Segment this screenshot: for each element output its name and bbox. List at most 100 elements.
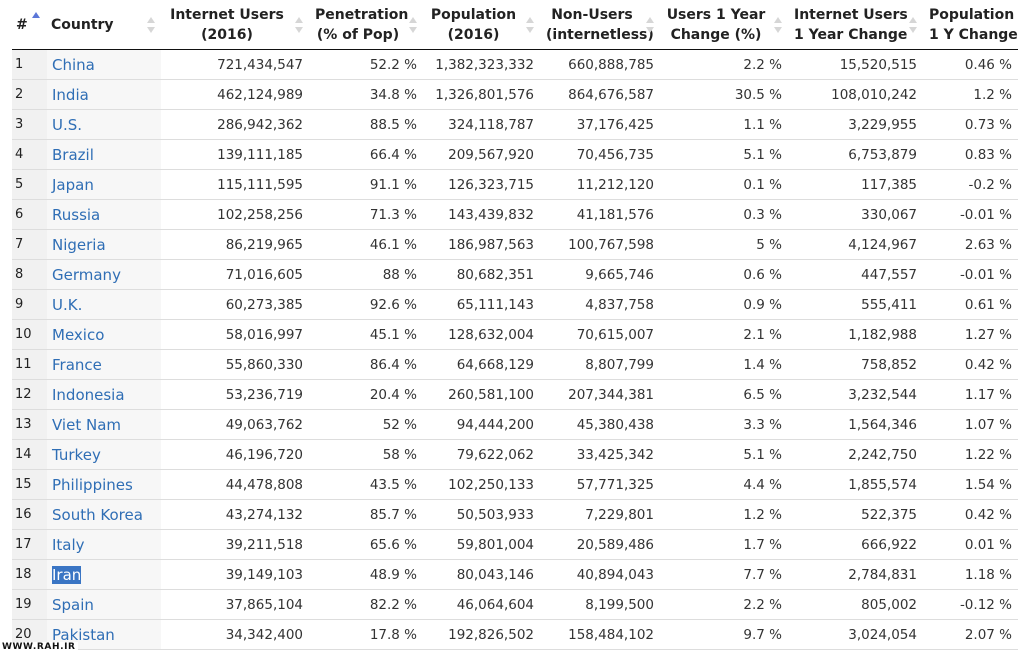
cell-pop-change: -0.2 %	[923, 169, 1018, 200]
table-row: 17 Italy 39,211,518 65.6 % 59,801,004 20,589,…	[12, 529, 1018, 560]
header-population[interactable]: Population (2016)	[423, 0, 540, 50]
header-country[interactable]: Country	[47, 0, 161, 50]
cell-users-change: 2.2 %	[660, 49, 788, 80]
cell-users-change: 1.7 %	[660, 529, 788, 560]
country-link[interactable]: U.S.	[52, 115, 83, 134]
cell-population: 126,323,715	[423, 169, 540, 200]
header-line-1: Population	[929, 6, 1015, 23]
header-line-1: Internet Users	[170, 6, 284, 23]
cell-population: 143,439,832	[423, 199, 540, 230]
header-non-users[interactable]: Non-Users (internetless)	[540, 0, 660, 50]
country-link[interactable]: Indonesia	[52, 385, 125, 404]
country-link[interactable]: India	[52, 85, 89, 104]
country-link[interactable]: Germany	[52, 265, 121, 284]
cell-penetration: 82.2 %	[309, 589, 423, 620]
cell-population: 192,826,502	[423, 619, 540, 650]
cell-penetration: 65.6 %	[309, 529, 423, 560]
cell-country: Indonesia	[47, 379, 161, 410]
country-link[interactable]: Brazil	[52, 145, 94, 164]
country-link[interactable]: South Korea	[52, 505, 143, 524]
cell-pop-change: 1.07 %	[923, 409, 1018, 440]
country-link[interactable]: Viet Nam	[52, 415, 122, 434]
country-link[interactable]: Iran	[52, 565, 82, 584]
header-line-2: Change (%)	[670, 26, 762, 43]
cell-pop-change: 2.63 %	[923, 229, 1018, 260]
country-link[interactable]: Japan	[52, 175, 94, 194]
cell-non-users: 100,767,598	[540, 229, 660, 260]
country-link[interactable]: Philippines	[52, 475, 133, 494]
cell-pop-change: 0.83 %	[923, 139, 1018, 170]
table-row: 10 Mexico 58,016,997 45.1 % 128,632,004 70,61…	[12, 319, 1018, 350]
cell-users-change-abs: 330,067	[788, 199, 923, 230]
country-link[interactable]: Pakistan	[52, 625, 115, 644]
cell-pop-change: 1.27 %	[923, 319, 1018, 350]
cell-pop-change: 0.61 %	[923, 289, 1018, 320]
cell-internet-users: 39,211,518	[161, 529, 309, 560]
cell-internet-users: 39,149,103	[161, 559, 309, 590]
cell-population: 324,118,787	[423, 109, 540, 140]
cell-users-change: 7.7 %	[660, 559, 788, 590]
cell-users-change-abs: 1,564,346	[788, 409, 923, 440]
cell-pop-change: 1.2 %	[923, 79, 1018, 110]
cell-internet-users: 71,016,605	[161, 259, 309, 290]
cell-non-users: 660,888,785	[540, 49, 660, 80]
table-row: 7 Nigeria 86,219,965 46.1 % 186,987,563 100,7…	[12, 229, 1018, 260]
cell-non-users: 864,676,587	[540, 79, 660, 110]
country-link[interactable]: U.K.	[52, 295, 83, 314]
cell-country: France	[47, 349, 161, 380]
cell-population: 80,682,351	[423, 259, 540, 290]
table-row: 11 France 55,860,330 86.4 % 64,668,129 8,807,…	[12, 349, 1018, 380]
cell-users-change-abs: 3,229,955	[788, 109, 923, 140]
cell-country: Philippines	[47, 469, 161, 500]
cell-num: 11	[12, 349, 47, 380]
cell-penetration: 48.9 %	[309, 559, 423, 590]
cell-users-change: 4.4 %	[660, 469, 788, 500]
country-link[interactable]: Nigeria	[52, 235, 106, 254]
header-internet-users[interactable]: Internet Users (2016)	[161, 0, 309, 50]
cell-non-users: 20,589,486	[540, 529, 660, 560]
country-link[interactable]: China	[52, 55, 95, 74]
country-link[interactable]: France	[52, 355, 102, 374]
header-users-change-abs[interactable]: Internet Users 1 Year Change	[788, 0, 923, 50]
cell-users-change-abs: 15,520,515	[788, 49, 923, 80]
cell-pop-change: 0.46 %	[923, 49, 1018, 80]
country-link[interactable]: Italy	[52, 535, 85, 554]
cell-internet-users: 86,219,965	[161, 229, 309, 260]
cell-penetration: 88.5 %	[309, 109, 423, 140]
cell-pop-change: 0.42 %	[923, 499, 1018, 530]
country-link[interactable]: Russia	[52, 205, 101, 224]
cell-num: 2	[12, 79, 47, 110]
cell-users-change-abs: 6,753,879	[788, 139, 923, 170]
cell-population: 65,111,143	[423, 289, 540, 320]
cell-population: 64,668,129	[423, 349, 540, 380]
cell-num: 14	[12, 439, 47, 470]
header-penetration[interactable]: Penetration (% of Pop)	[309, 0, 423, 50]
header-line-2: 1 Year Change	[794, 26, 908, 43]
cell-internet-users: 37,865,104	[161, 589, 309, 620]
cell-num: 4	[12, 139, 47, 170]
cell-users-change-abs: 805,002	[788, 589, 923, 620]
table-row: 1 China 721,434,547 52.2 % 1,382,323,332 660,…	[12, 49, 1018, 80]
cell-users-change: 6.5 %	[660, 379, 788, 410]
header-users-change[interactable]: Users 1 Year Change (%)	[660, 0, 788, 50]
cell-users-change: 1.2 %	[660, 499, 788, 530]
header-pop-change[interactable]: Population 1 Y Change	[923, 0, 1018, 50]
cell-non-users: 37,176,425	[540, 109, 660, 140]
country-link[interactable]: Turkey	[52, 445, 101, 464]
cell-users-change: 3.3 %	[660, 409, 788, 440]
cell-country: Viet Nam	[47, 409, 161, 440]
cell-non-users: 11,212,120	[540, 169, 660, 200]
cell-users-change-abs: 1,182,988	[788, 319, 923, 350]
cell-penetration: 92.6 %	[309, 289, 423, 320]
cell-non-users: 207,344,381	[540, 379, 660, 410]
sort-icon	[409, 16, 417, 33]
cell-population: 94,444,200	[423, 409, 540, 440]
country-link[interactable]: Spain	[52, 595, 94, 614]
cell-users-change-abs: 447,557	[788, 259, 923, 290]
cell-country: U.K.	[47, 289, 161, 320]
cell-num: 12	[12, 379, 47, 410]
country-link[interactable]: Mexico	[52, 325, 105, 344]
table-row: 20 Pakistan 34,342,400 17.8 % 192,826,502 158…	[12, 619, 1018, 650]
header-num[interactable]: #	[12, 0, 47, 50]
cell-population: 1,382,323,332	[423, 49, 540, 80]
